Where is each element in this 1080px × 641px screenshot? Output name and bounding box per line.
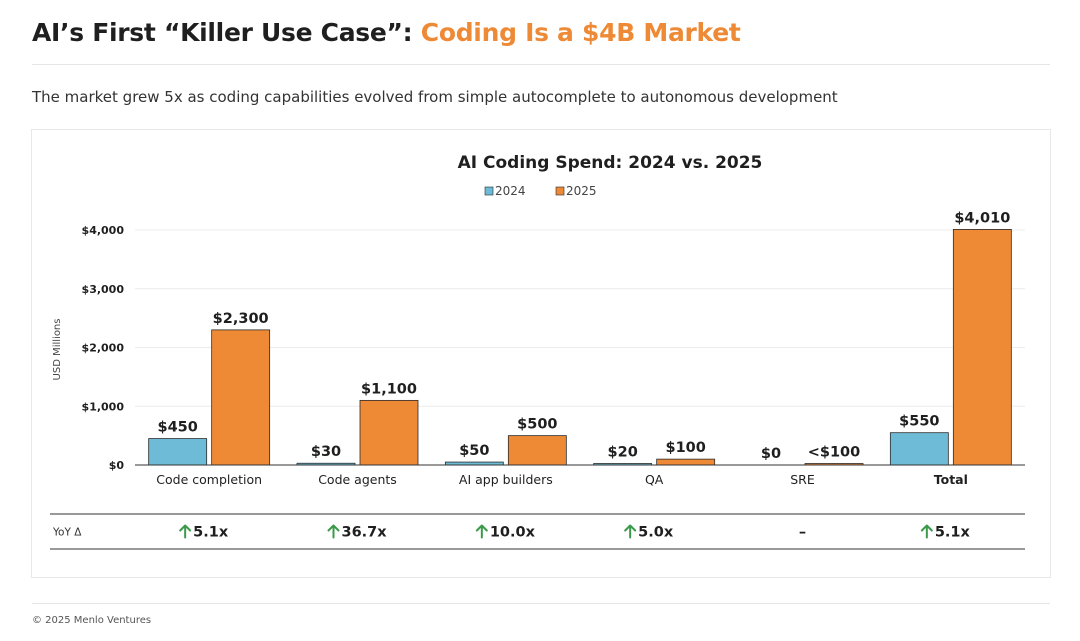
bar-2024-0 <box>148 438 208 466</box>
page-title: AI’s First “Killer Use Case”: Coding Is … <box>32 18 741 47</box>
x-tick-label: Code agents <box>318 472 397 487</box>
chart-panel: AI Coding Spend: 2024 vs. 2025 2024 2025 $0… <box>31 129 1051 578</box>
x-tick-label: SRE <box>790 472 815 487</box>
x-tick-label: AI app builders <box>459 472 553 487</box>
bar-2025-2 <box>507 435 567 466</box>
chart-title: AI Coding Spend: 2024 vs. 2025 <box>458 153 763 173</box>
yoy-value: 5.0x <box>638 525 674 541</box>
up-arrow-icon <box>475 524 488 539</box>
data-label: $550 <box>899 414 939 430</box>
bar-chart: AI Coding Spend: 2024 vs. 2025 2024 2025 $0… <box>50 153 1025 550</box>
bar-2025-5 <box>952 229 1012 466</box>
yoy-row-label: YoY Δ <box>52 527 82 539</box>
x-tick-label: Total <box>934 472 968 487</box>
data-label: $100 <box>665 440 705 456</box>
bar-2025-1 <box>359 399 419 466</box>
yoy-value: 5.1x <box>935 525 971 541</box>
x-tick-label: Code completion <box>156 472 262 487</box>
legend-label-2025: 2025 <box>566 184 597 198</box>
legend-swatch-2024 <box>484 186 494 196</box>
page-subtitle: The market grew 5x as coding capabilitie… <box>32 88 838 106</box>
data-label: $50 <box>459 443 489 459</box>
data-label: $30 <box>311 444 341 460</box>
bar-2024-5 <box>889 432 949 466</box>
legend-swatch-2025 <box>555 186 565 196</box>
y-axis-label: USD Millions <box>52 319 63 381</box>
footer-divider <box>32 603 1050 604</box>
yoy-value: 36.7x <box>342 525 388 541</box>
footer-copyright: © 2025 Menlo Ventures <box>32 615 152 626</box>
up-arrow-icon <box>920 524 933 539</box>
y-tick-label: $3,000 <box>82 283 125 296</box>
y-tick-label: $4,000 <box>82 224 125 237</box>
up-arrow-icon <box>327 524 340 539</box>
bar-2025-0 <box>211 329 271 466</box>
up-arrow-icon <box>179 524 192 539</box>
y-tick-label: $0 <box>109 459 125 472</box>
header-divider <box>32 64 1050 65</box>
page-title-main: AI’s First “Killer Use Case”: <box>32 18 421 47</box>
y-tick-label: $2,000 <box>82 342 125 355</box>
yoy-value: – <box>799 525 806 541</box>
page-title-accent: Coding Is a $4B Market <box>420 18 741 47</box>
legend-label-2024: 2024 <box>495 184 526 198</box>
data-label: $20 <box>608 445 638 461</box>
bar-2025-3 <box>656 458 716 466</box>
data-label: <$100 <box>808 445 861 461</box>
yoy-value: 10.0x <box>490 525 536 541</box>
data-label: $500 <box>517 417 557 433</box>
data-label: $450 <box>157 420 197 436</box>
data-label: $4,010 <box>954 210 1010 226</box>
data-label: $2,300 <box>213 311 269 327</box>
data-label: $0 <box>761 446 781 462</box>
up-arrow-icon <box>624 524 637 539</box>
data-label: $1,100 <box>361 381 417 397</box>
x-tick-label: QA <box>645 472 664 487</box>
y-tick-label: $1,000 <box>82 400 125 413</box>
yoy-value: 5.1x <box>193 525 229 541</box>
